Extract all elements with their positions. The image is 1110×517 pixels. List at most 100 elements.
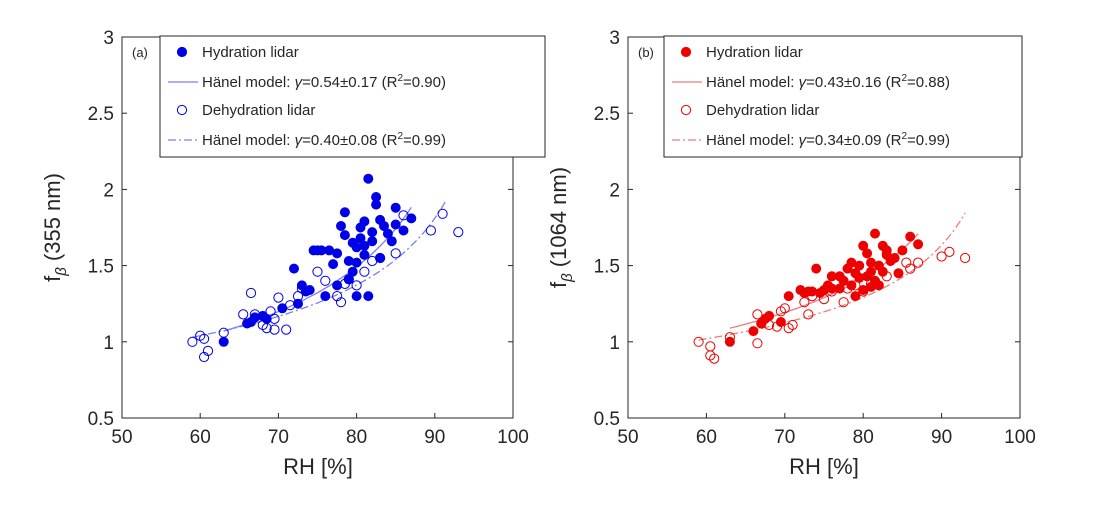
y-tick-label: 3 <box>609 28 620 49</box>
legend-dehydration-label: Dehydration lidar <box>202 102 315 119</box>
dehydration-fit-line <box>698 212 966 341</box>
dehydration-fit-line <box>192 199 448 338</box>
dehydration-point <box>936 251 947 262</box>
hydration-point <box>850 291 861 302</box>
y-tick-label: 0.5 <box>594 409 620 430</box>
hydration-point <box>312 245 323 256</box>
dehydration-point <box>705 350 716 361</box>
dehydration-point <box>335 297 347 308</box>
legend-hydration-fit-label: Hänel model: γ=0.54±0.17 (R2=0.90) <box>202 73 446 91</box>
dehydration-point <box>296 283 307 294</box>
dehydration-point <box>803 309 814 320</box>
dehydration-point <box>437 208 448 219</box>
y-axis-label-suffix: (1064 nm) <box>546 167 571 273</box>
dehydration-point <box>783 323 794 334</box>
dehydration-point <box>960 252 971 264</box>
dehydration-point <box>320 275 331 286</box>
dehydration-point <box>818 294 830 305</box>
legend-dehydration-fit-label: Hänel model: γ=0.40±0.08 (R2=0.99) <box>202 131 446 149</box>
hydration-point <box>332 280 343 291</box>
legend-dehydration-label: Dehydration lidar <box>706 102 819 119</box>
hydration-point <box>870 228 881 239</box>
x-tick-label: 60 <box>696 427 717 448</box>
dehydration-point <box>787 319 798 331</box>
dehydration-point <box>838 297 849 308</box>
dehydration-point <box>261 323 272 334</box>
hydration-point <box>332 248 343 259</box>
legend-text: =0.99) <box>403 132 446 149</box>
dehydration-point <box>343 274 354 285</box>
dehydration-point <box>826 286 837 297</box>
y-tick-label: 2 <box>609 180 620 201</box>
hydration-point <box>893 268 904 279</box>
legend-text: =0.99) <box>907 132 950 149</box>
dehydration-point <box>351 280 362 291</box>
hydration-point <box>367 236 378 247</box>
hydration-point <box>398 225 409 236</box>
gamma-symbol: γ <box>799 132 808 149</box>
dehydration-point <box>285 300 296 311</box>
dehydration-point <box>257 319 268 331</box>
dehydration-point <box>709 353 720 364</box>
hydration-point <box>889 252 900 263</box>
legend-dehydration-marker <box>680 104 692 116</box>
dehydration-point <box>202 345 214 356</box>
y-axis-label: fβ (1064 nm) <box>546 167 576 288</box>
hydration-point <box>367 227 378 238</box>
hydration-point <box>339 230 350 241</box>
gamma-symbol: γ <box>799 74 808 91</box>
hydration-point <box>351 291 362 302</box>
dehydration-point <box>245 287 257 299</box>
hydration-point <box>288 263 299 274</box>
legend-text: Hänel model: <box>706 132 799 149</box>
legend-text: =0.40±0.08 (R <box>302 132 398 149</box>
hydration-point <box>822 280 833 291</box>
legend-text: =0.34±0.09 (R <box>806 132 902 149</box>
dehydration-point <box>390 248 401 259</box>
y-tick-label: 0.5 <box>88 409 114 430</box>
legend-dehydration-fit-label: Hänel model: γ=0.34±0.09 (R2=0.99) <box>706 131 950 149</box>
legend-hydration-marker <box>680 46 692 58</box>
dehydration-point <box>425 225 436 236</box>
legend-text: Hänel model: <box>202 132 295 149</box>
hydration-point <box>866 266 877 277</box>
dehydration-point <box>807 291 818 302</box>
y-tick-label: 1 <box>609 333 620 354</box>
legend-text: =0.88) <box>907 74 950 91</box>
x-tick-label: 90 <box>424 427 445 448</box>
dehydration-point <box>905 263 916 274</box>
dehydration-point <box>453 227 464 238</box>
dehydration-point <box>779 303 790 314</box>
dehydration-point <box>752 309 763 320</box>
y-axis-label-sub: β <box>559 273 576 283</box>
y-tick-label: 2 <box>103 180 114 201</box>
legend-text: Hänel model: <box>706 74 799 91</box>
x-axis-label: RH [%] <box>789 454 859 479</box>
x-axis-label: RH [%] <box>283 454 353 479</box>
dehydration-point <box>187 336 198 347</box>
dehydration-point <box>775 306 787 317</box>
x-tick-label: 50 <box>111 427 132 448</box>
superscript: 2 <box>397 131 403 142</box>
hydration-point <box>359 216 370 227</box>
x-tick-label: 50 <box>617 427 638 448</box>
legend-box <box>159 35 546 158</box>
panel-label: (b) <box>638 45 654 60</box>
hydration-point <box>811 263 822 274</box>
hydration-point <box>386 236 397 247</box>
dehydration-point <box>359 266 370 277</box>
hydration-point <box>339 207 350 218</box>
dehydration-point <box>199 333 210 344</box>
dehydration-point <box>944 246 955 257</box>
dehydration-point <box>332 291 343 302</box>
x-tick-label: 70 <box>774 427 795 448</box>
dehydration-point <box>724 332 736 343</box>
panel-label: (a) <box>132 45 148 60</box>
legend-hydration-fit-label: Hänel model: γ=0.43±0.16 (R2=0.88) <box>706 73 950 91</box>
hydration-point <box>359 249 370 260</box>
dehydration-point <box>752 338 763 349</box>
legend-box <box>663 35 1023 158</box>
y-tick-label: 1 <box>103 333 114 354</box>
